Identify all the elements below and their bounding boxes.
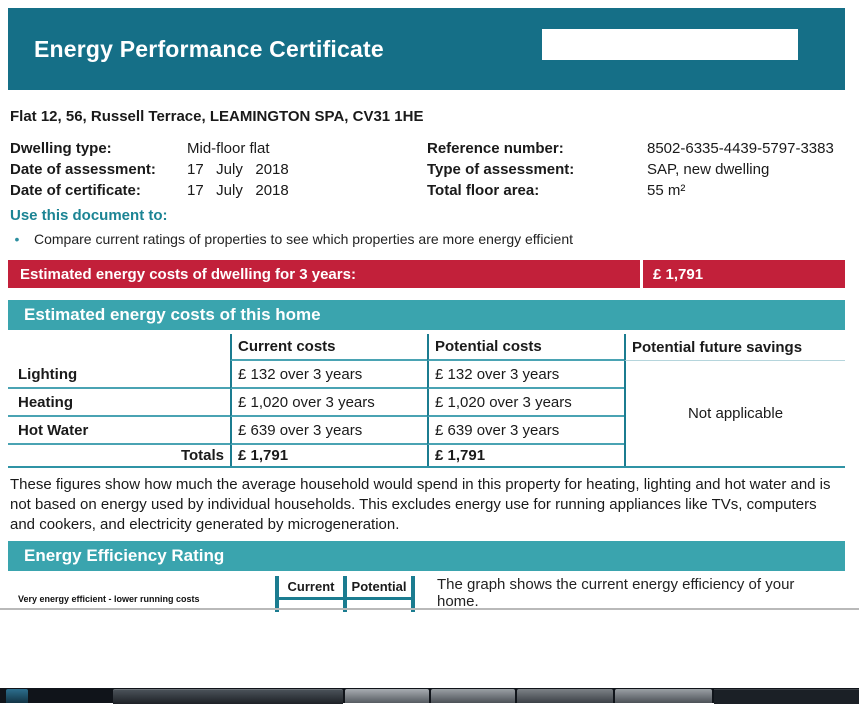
floor-area-value: 55 m² xyxy=(647,182,686,199)
row-label-hot-water: Hot Water xyxy=(8,417,230,445)
dwelling-type-label: Dwelling type: xyxy=(10,140,112,157)
estimated-cost-banner: Estimated energy costs of dwelling for 3… xyxy=(8,260,845,288)
row-label-heating: Heating xyxy=(8,389,230,417)
use-document-heading: Use this document to: xyxy=(10,207,168,224)
assessment-date-value: 17 July 2018 xyxy=(187,161,289,178)
taskbar-button[interactable] xyxy=(345,689,429,703)
taskbar-button[interactable] xyxy=(113,689,343,704)
estimated-cost-label: Estimated energy costs of dwelling for 3… xyxy=(20,265,356,283)
rating-chart-fragment: Very energy efficient - lower running co… xyxy=(8,571,845,612)
bullet-text: Compare current ratings of properties to… xyxy=(34,231,574,247)
taskbar-button[interactable] xyxy=(431,689,515,703)
lighting-current: £ 132 over 3 years xyxy=(230,361,427,389)
taskbar-button[interactable] xyxy=(615,689,712,703)
heating-current: £ 1,020 over 3 years xyxy=(230,389,427,417)
certificate-date-label: Date of certificate: xyxy=(10,182,141,199)
efficiency-axis-note: Very energy efficient - lower running co… xyxy=(18,594,200,604)
epc-document: Energy Performance Certificate Flat 12, … xyxy=(8,8,845,612)
energy-costs-table: Current costs Potential costs Potential … xyxy=(8,334,845,468)
rating-section-banner: Energy Efficiency Rating xyxy=(8,541,845,571)
column-divider xyxy=(343,576,347,612)
reference-number-value: 8502-6335-4439-5797-3383 xyxy=(647,140,834,157)
savings-note-cell: Not applicable xyxy=(624,361,845,466)
logo-placeholder xyxy=(542,29,798,60)
property-address: Flat 12, 56, Russell Terrace, LEAMINGTON… xyxy=(10,108,424,125)
lighting-potential: £ 132 over 3 years xyxy=(427,361,624,389)
certificate-date-value: 17 July 2018 xyxy=(187,182,289,199)
hot-water-current: £ 639 over 3 years xyxy=(230,417,427,445)
rating-col-potential: Potential xyxy=(347,576,411,600)
floor-area-label: Total floor area: xyxy=(427,182,540,199)
col-header-savings: Potential future savings xyxy=(624,334,845,361)
viewport-cut-line xyxy=(0,608,859,610)
rating-col-current: Current xyxy=(279,576,343,600)
header-banner: Energy Performance Certificate xyxy=(8,8,845,90)
taskbar-button[interactable] xyxy=(517,689,613,703)
column-divider xyxy=(411,576,415,612)
banner-divider xyxy=(640,260,643,288)
start-button[interactable] xyxy=(6,689,28,703)
reference-number-label: Reference number: xyxy=(427,140,564,157)
row-label-lighting: Lighting xyxy=(8,361,230,389)
rating-description: The graph shows the current energy effic… xyxy=(437,576,795,610)
property-details: Dwelling type: Mid-floor flat Reference … xyxy=(8,138,845,201)
assessment-date-label: Date of assessment: xyxy=(10,161,156,178)
totals-label: Totals xyxy=(180,447,224,464)
table-corner-cell xyxy=(8,334,230,361)
hot-water-potential: £ 639 over 3 years xyxy=(427,417,624,445)
costs-footnote: These figures show how much the average … xyxy=(10,476,831,533)
totals-potential: £ 1,791 xyxy=(427,445,624,466)
col-header-potential: Potential costs xyxy=(427,334,624,361)
estimated-cost-value: £ 1,791 xyxy=(653,265,704,283)
column-divider xyxy=(275,576,279,612)
assessment-type-label: Type of assessment: xyxy=(427,161,575,178)
use-document-bullet: Compare current ratings of properties to… xyxy=(8,231,845,247)
bullet-icon xyxy=(8,231,26,247)
page-title: Energy Performance Certificate xyxy=(34,35,384,62)
costs-section-banner: Estimated energy costs of this home xyxy=(8,300,845,330)
dwelling-type-value: Mid-floor flat xyxy=(187,140,270,157)
taskbar[interactable] xyxy=(0,688,859,704)
heating-potential: £ 1,020 over 3 years xyxy=(427,389,624,417)
col-header-current: Current costs xyxy=(230,334,427,361)
taskbar-tray[interactable] xyxy=(714,689,859,704)
rating-columns-header: Current Potential xyxy=(275,576,415,612)
assessment-type-value: SAP, new dwelling xyxy=(647,161,770,178)
totals-current: £ 1,791 xyxy=(230,445,427,466)
